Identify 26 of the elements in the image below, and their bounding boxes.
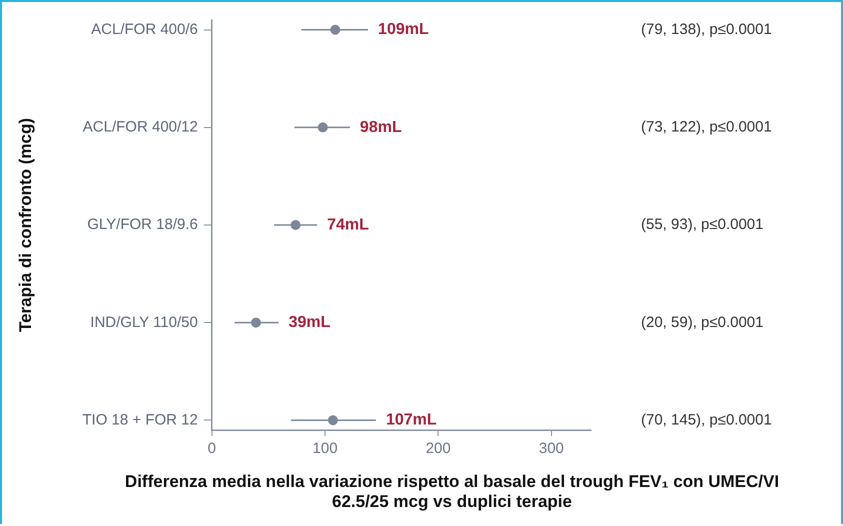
data-label: 107mL	[386, 412, 437, 429]
text: (55, 93), p≤0.0001	[641, 216, 764, 234]
point	[290, 220, 301, 230]
point	[251, 318, 261, 328]
point	[318, 122, 328, 132]
text: (73, 122), p≤0.0001	[641, 118, 772, 136]
data-label: 109mL	[378, 21, 429, 38]
y-tick-label: ACL/FOR 400/12	[82, 118, 198, 136]
text: (20, 59), p≤0.0001	[641, 314, 764, 331]
point	[330, 24, 340, 35]
y-tick-label: ACL/FOR 400/6	[91, 20, 198, 38]
text: (70, 145), p≤0.0001	[641, 411, 772, 428]
y-tick-label: IND/GLY 110/50	[90, 314, 198, 331]
x-tick-label: 0	[208, 440, 216, 458]
x-tick-label: 200	[426, 440, 451, 458]
x-axis-title: Differenza media nella variazione rispetto al basale del trough FEV₁ con UMEC/VI 62.5/25 mcg vs duplici terapie	[124, 472, 780, 512]
point	[328, 415, 338, 426]
data-label: 74mL	[327, 216, 370, 234]
x-tick-label: 300	[538, 440, 564, 458]
x-tick-label: 100	[312, 440, 338, 458]
y-tick-label: TIO 18 + FOR 12	[82, 411, 198, 428]
data-label: 98mL	[360, 118, 402, 136]
y-tick-label: GLY/FOR 18/9.6	[87, 216, 198, 234]
text: (79, 138), p≤0.0001	[641, 20, 772, 38]
data-label: 39mL	[288, 314, 331, 332]
y-axis-title: Terapia di confronto (mcg)	[16, 118, 35, 332]
